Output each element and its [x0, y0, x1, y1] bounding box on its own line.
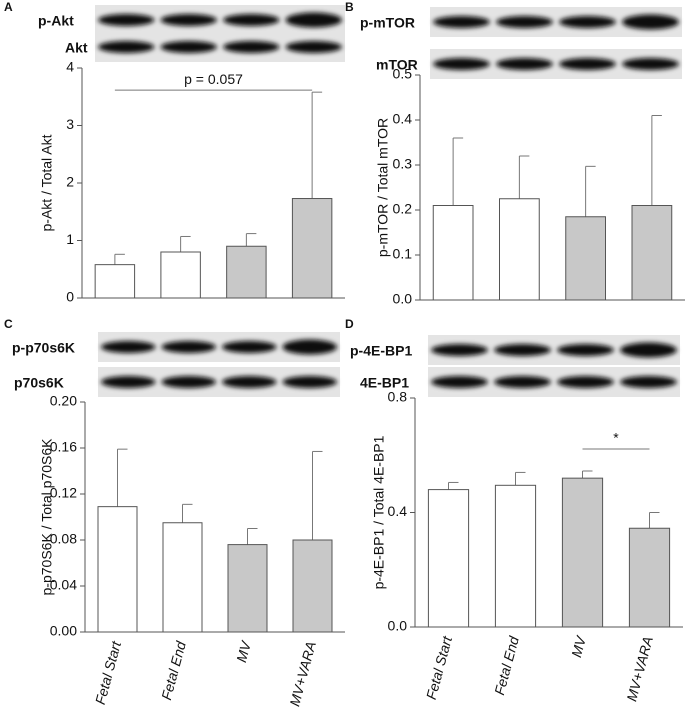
blot-band: [161, 341, 216, 353]
blot-band: [222, 341, 277, 353]
blot-label: 4E-BP1: [360, 375, 409, 391]
panel-letter: D: [345, 317, 354, 331]
y-axis-label: p-p70S6K / Total p70S6K: [39, 438, 55, 596]
bar: [631, 205, 673, 301]
blot-band: [620, 342, 677, 358]
blot-band: [160, 41, 217, 53]
blot-band: [161, 376, 216, 388]
blot-band: [494, 376, 551, 388]
bar: [291, 198, 333, 299]
blot-band: [557, 344, 614, 356]
bar: [427, 489, 470, 628]
blot-band: [494, 344, 551, 356]
y-tick-label: 0.3: [393, 156, 413, 172]
blot-label: p-Akt: [38, 13, 74, 29]
y-tick-label: 0.08: [50, 531, 77, 547]
bar: [494, 484, 537, 628]
y-tick-label: 0.0: [393, 291, 413, 307]
panel-letter: C: [4, 317, 13, 331]
blot-band: [496, 16, 553, 28]
bar: [160, 251, 201, 299]
blot-band: [223, 14, 280, 26]
y-tick-label: 0.12: [50, 485, 77, 501]
y-tick-label: 0.5: [393, 66, 413, 82]
blot-band: [282, 339, 337, 355]
x-tick-label: Fetal End: [158, 638, 189, 701]
blot-label: p-p70s6K: [12, 340, 75, 356]
x-tick-label: MV+VARA: [286, 640, 319, 708]
blot-label: p70s6K: [14, 375, 64, 391]
y-tick-label: 0.00: [50, 623, 77, 639]
bar: [432, 205, 474, 301]
y-tick-label: 2: [66, 174, 74, 190]
y-tick-label: 1: [66, 231, 74, 247]
blot-band: [160, 14, 217, 26]
blot-band: [622, 58, 679, 70]
panel: Cp-p70s6K p70s6K 0.00 0.04 0.08 0.12 0.16 0.20 p…: [4, 317, 345, 708]
blot-band: [433, 58, 490, 70]
annotation: p = 0.057: [184, 71, 243, 87]
y-tick-label: 0.0: [388, 618, 408, 634]
blot-band: [98, 14, 155, 26]
y-axis-label: p-mTOR / Total mTOR: [375, 118, 391, 257]
y-tick-label: 0.1: [393, 246, 413, 262]
panel-letter: B: [345, 0, 354, 14]
x-tick-label: Fetal Start: [92, 639, 124, 707]
bar: [292, 539, 333, 633]
bar: [227, 544, 268, 633]
x-tick-label: Fetal Start: [423, 634, 455, 702]
blot-band: [559, 16, 616, 28]
y-tick-label: 0: [66, 289, 74, 305]
x-tick-label: Fetal End: [491, 633, 522, 696]
blot-label: Akt: [65, 40, 88, 56]
blot-band: [285, 12, 342, 28]
x-tick-label: MV+VARA: [623, 635, 656, 703]
blot-band: [98, 41, 155, 53]
blot-label: p-mTOR: [360, 15, 415, 31]
y-tick-label: 0.2: [393, 201, 413, 217]
blot-band: [559, 58, 616, 70]
y-tick-label: 0.4: [393, 111, 413, 127]
x-tick-label: MV: [233, 638, 254, 664]
blot-band: [496, 58, 553, 70]
x-tick-label: MV: [568, 633, 589, 659]
y-tick-label: 3: [66, 116, 74, 132]
blot-band: [101, 341, 156, 353]
panel: Dp-4E-BP1 4E-BP1 0.0 0.4 0.8 p-4E-BP1 / Total…: [345, 317, 683, 703]
blot-band: [433, 16, 490, 28]
blot-band: [431, 344, 488, 356]
bar: [565, 216, 606, 301]
blot-band: [282, 376, 337, 388]
blot-band: [557, 376, 614, 388]
y-tick-label: 0.4: [388, 503, 408, 519]
y-axis-label: p-Akt / Total Akt: [39, 134, 55, 231]
y-tick-label: 0.8: [388, 389, 408, 405]
bar: [162, 522, 203, 633]
panel-letter: A: [4, 0, 13, 14]
blot-label: p-4E-BP1: [350, 343, 412, 359]
bar: [561, 477, 604, 628]
blot-band: [101, 376, 156, 388]
annotation: *: [613, 430, 619, 446]
blot-band: [285, 41, 342, 53]
blot-band: [223, 41, 280, 53]
blot-band: [622, 14, 679, 30]
y-tick-label: 4: [66, 59, 74, 75]
blot-label: mTOR: [376, 57, 418, 73]
bar: [97, 506, 138, 633]
bar: [628, 527, 671, 628]
y-axis-label: p-4E-BP1 / Total 4E-BP1: [371, 435, 387, 589]
y-tick-label: 0.04: [50, 577, 77, 593]
bar: [226, 245, 267, 299]
y-tick-label: 0.16: [50, 439, 77, 455]
panel: Ap-Akt Akt 0 1 2 3 4 p-Akt / Total Akt p = 0.057: [4, 0, 345, 305]
panel: Bp-mTOR mTOR 0.0 0.1 0.2 0.3 0.4 0.5 p-mTOR / To…: [345, 0, 685, 307]
blot-band: [222, 376, 277, 388]
bar: [94, 264, 136, 299]
blot-band: [431, 376, 488, 388]
blot-band: [620, 376, 677, 388]
y-tick-label: 0.20: [50, 393, 77, 409]
bar: [499, 198, 540, 301]
